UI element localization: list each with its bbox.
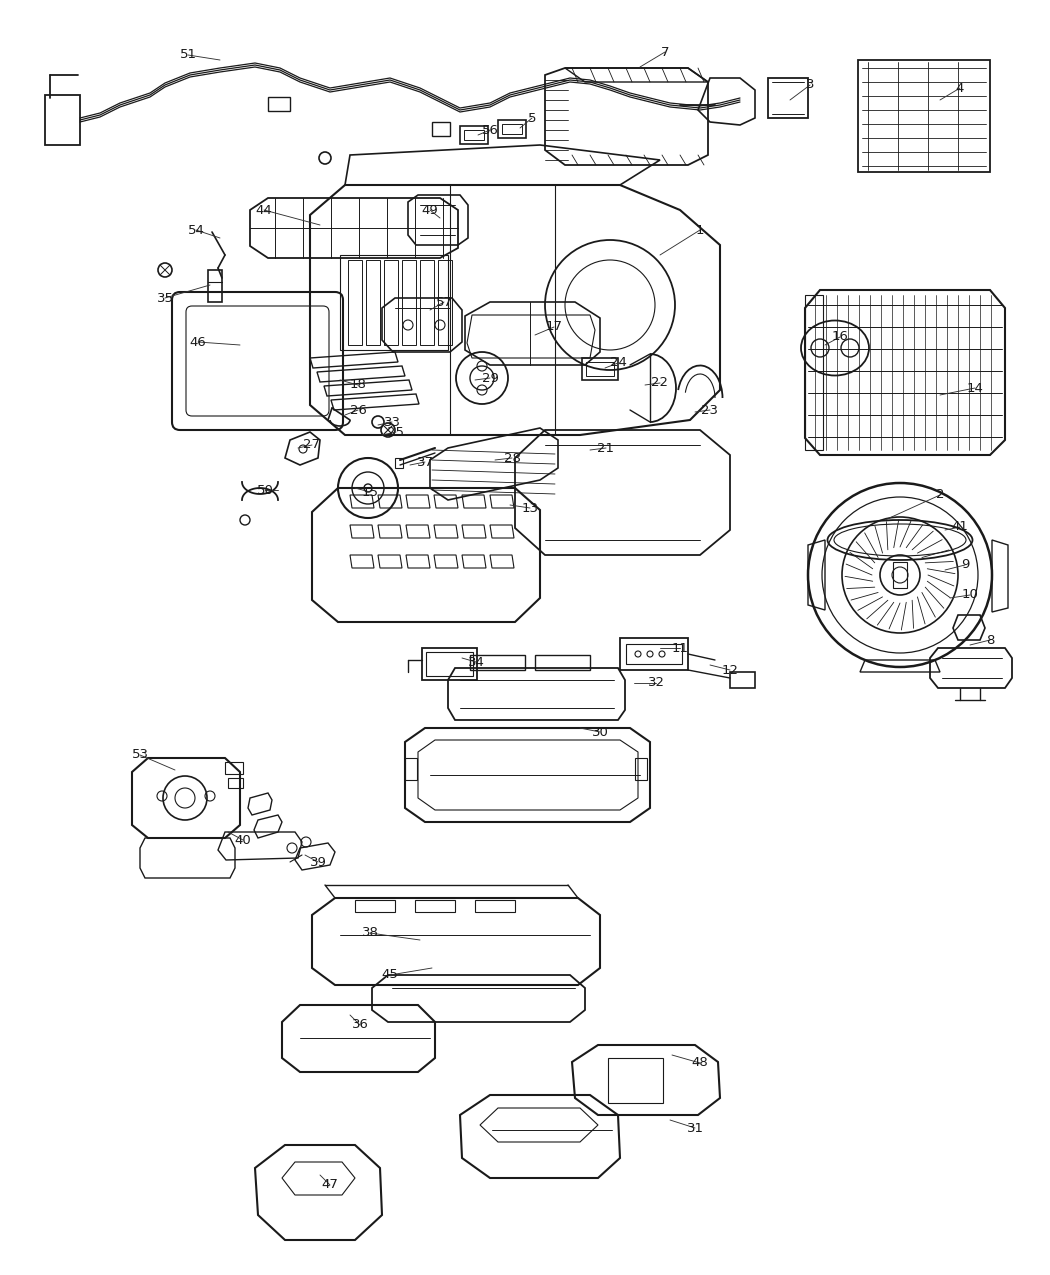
Bar — [415, 900, 455, 912]
Text: 24: 24 — [610, 357, 627, 370]
Bar — [464, 130, 484, 140]
Bar — [536, 655, 590, 669]
Text: 47: 47 — [321, 1178, 338, 1192]
Text: 3: 3 — [805, 79, 814, 92]
Text: 10: 10 — [962, 589, 979, 602]
Text: 56: 56 — [482, 124, 499, 136]
Text: 11: 11 — [672, 641, 689, 654]
Bar — [498, 120, 526, 138]
Bar — [355, 900, 395, 912]
Bar — [45, 96, 80, 145]
Bar — [225, 762, 243, 774]
Text: 5: 5 — [528, 111, 537, 125]
Bar — [340, 255, 448, 351]
Bar — [432, 122, 450, 136]
Bar — [405, 759, 417, 780]
Text: 41: 41 — [951, 520, 968, 533]
Bar — [460, 126, 488, 144]
Text: 17: 17 — [546, 320, 563, 334]
Bar — [805, 295, 823, 450]
Text: 8: 8 — [986, 634, 994, 646]
Text: 34: 34 — [467, 655, 484, 668]
Text: 1: 1 — [696, 223, 705, 236]
Text: 36: 36 — [352, 1019, 369, 1031]
Bar — [395, 458, 403, 468]
Bar — [608, 1058, 663, 1103]
Text: 2: 2 — [936, 488, 944, 501]
Text: 15: 15 — [361, 486, 378, 499]
Bar — [366, 260, 380, 346]
Bar — [586, 362, 614, 376]
Bar — [228, 778, 243, 788]
Text: 33: 33 — [383, 416, 400, 428]
Bar — [422, 648, 477, 680]
Bar — [635, 759, 647, 780]
Text: 25: 25 — [387, 426, 404, 439]
Text: 57: 57 — [436, 296, 453, 309]
Bar — [502, 124, 522, 134]
Text: 54: 54 — [188, 223, 205, 236]
Text: 27: 27 — [303, 439, 320, 451]
Bar — [384, 260, 398, 346]
Text: 26: 26 — [350, 403, 366, 417]
Bar — [582, 358, 618, 380]
Text: 13: 13 — [522, 501, 539, 515]
Text: 22: 22 — [651, 376, 669, 389]
Bar — [730, 672, 755, 689]
Text: 37: 37 — [417, 455, 434, 468]
Text: 53: 53 — [131, 748, 148, 761]
Text: 14: 14 — [967, 381, 984, 394]
Bar — [892, 562, 907, 588]
Text: 46: 46 — [190, 335, 207, 348]
Text: 7: 7 — [660, 46, 669, 59]
Text: 45: 45 — [381, 969, 398, 982]
Bar — [470, 655, 525, 669]
Text: 44: 44 — [255, 204, 272, 217]
Text: 35: 35 — [156, 292, 173, 305]
Bar — [426, 652, 472, 676]
Bar — [626, 644, 682, 664]
Text: 12: 12 — [721, 663, 738, 677]
Text: 38: 38 — [361, 927, 378, 940]
Bar — [475, 900, 514, 912]
Text: 48: 48 — [692, 1057, 709, 1070]
Text: 18: 18 — [350, 379, 366, 391]
Text: 21: 21 — [597, 441, 614, 454]
Text: 30: 30 — [591, 725, 608, 738]
Bar — [268, 97, 290, 111]
Text: 40: 40 — [234, 834, 251, 847]
Text: 16: 16 — [832, 330, 848, 343]
Text: 32: 32 — [648, 677, 665, 690]
Text: 28: 28 — [504, 451, 521, 464]
Bar — [348, 260, 362, 346]
Text: 31: 31 — [687, 1122, 704, 1135]
Bar — [620, 638, 688, 669]
Text: 9: 9 — [961, 558, 969, 571]
Bar — [402, 260, 416, 346]
Text: 29: 29 — [482, 371, 499, 385]
Text: 23: 23 — [701, 403, 718, 417]
Text: 4: 4 — [956, 82, 964, 94]
Text: 50: 50 — [256, 483, 273, 496]
Text: 49: 49 — [422, 204, 439, 217]
Text: 39: 39 — [310, 856, 327, 868]
Text: 51: 51 — [180, 48, 196, 61]
Bar — [420, 260, 434, 346]
Bar — [438, 260, 452, 346]
Bar — [208, 270, 222, 302]
